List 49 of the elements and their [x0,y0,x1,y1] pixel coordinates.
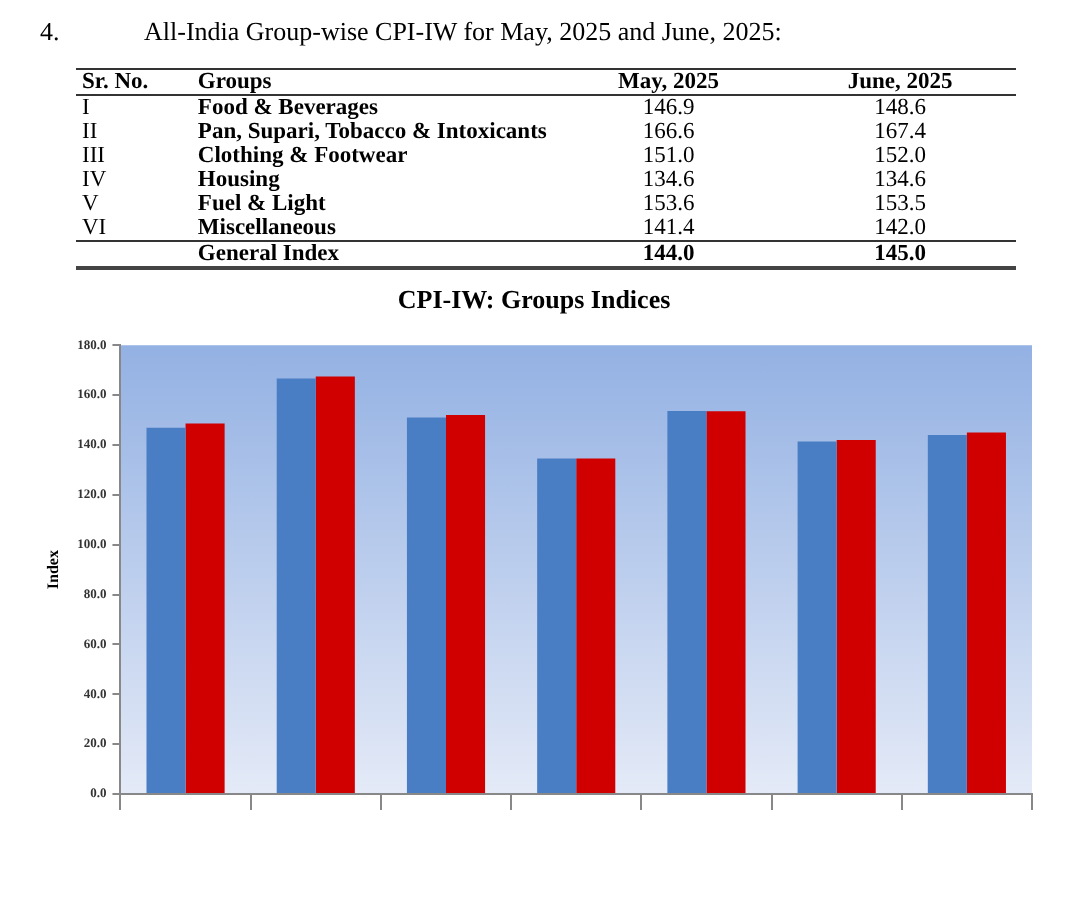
text: 4. [38,16,62,48]
text: Groups [195,69,274,95]
text: Clothing & Footwear [195,144,410,168]
text: 152.0 [872,144,929,168]
text: I [80,95,92,120]
text: 145.0 [872,241,929,268]
text: 153.5 [872,192,929,216]
text: 142.0 [872,216,929,241]
text: General Index [195,241,342,268]
text: 134.6 [872,168,929,192]
text: III [80,144,107,168]
text: 146.9 [640,95,697,120]
bar [576,458,616,793]
text: Housing [195,168,282,192]
bar [185,423,225,793]
chart-title: CPI-IW: Groups Indices [397,284,671,315]
bar [836,439,876,793]
bar [406,417,446,793]
text: May, 2025 [616,69,722,95]
bar [537,458,577,793]
bar [797,441,837,793]
text: 148.6 [872,95,929,120]
bar [276,378,316,793]
bar [706,411,746,793]
text: 144.0 [640,241,697,268]
bar [446,415,486,793]
bar [146,427,186,793]
text: 167.4 [872,120,929,144]
text: Miscellaneous [195,216,338,241]
text: 134.6 [640,168,697,192]
text: 153.6 [640,192,697,216]
bar [667,411,707,793]
text: June, 2025 [845,69,955,95]
text: V [80,192,101,216]
text: Fuel & Light [195,192,328,216]
text: All-India Group-wise CPI-IW for May, 2025 and June, 2025: [144,16,782,48]
text: Food & Beverages [195,95,380,120]
text: VI [80,216,109,241]
y-axis-title: Index [43,550,62,590]
text: 151.0 [640,144,697,168]
text: II [80,120,100,144]
text: 166.6 [640,120,697,144]
text: Pan, Supari, Tobacco & Intoxicants [195,120,549,144]
text: Sr. No. [80,69,151,95]
bar [315,376,355,793]
text: 141.4 [640,216,697,241]
bar [966,432,1006,793]
bar [927,434,967,793]
text: IV [80,168,109,192]
